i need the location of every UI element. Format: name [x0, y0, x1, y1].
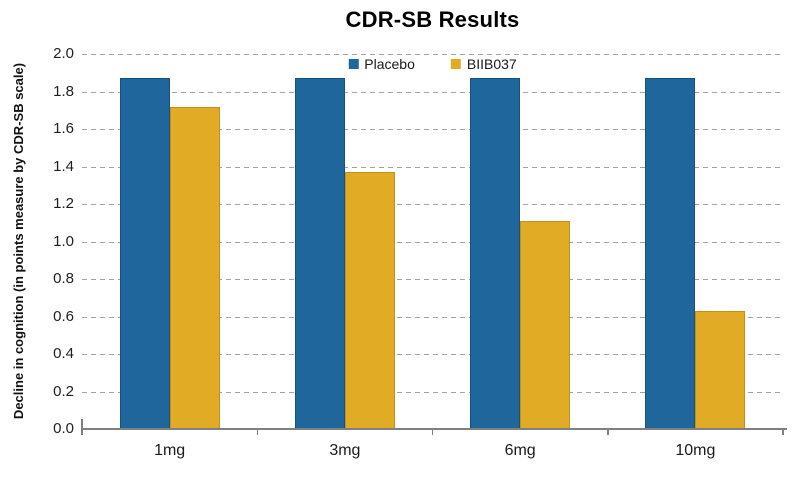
bar-biib037-6mg	[520, 220, 571, 429]
x-axis-tick	[81, 430, 83, 435]
y-tick-label: 1.0	[53, 232, 74, 250]
y-tick-label: 0.8	[53, 270, 74, 287]
x-axis-tick	[431, 430, 434, 435]
y-axis-corner-stub	[81, 419, 83, 428]
x-category-label-10mg: 10mg	[675, 442, 716, 459]
y-tick-label: 1.4	[53, 157, 74, 175]
gridline	[82, 391, 783, 393]
gridline	[82, 54, 783, 55]
bar-placebo-3mg	[294, 78, 345, 429]
gridline	[82, 279, 783, 280]
gridline	[82, 241, 783, 243]
bar-biib037-10mg	[695, 310, 746, 429]
chart-title: CDR-SB Results	[345, 7, 520, 32]
x-axis-line	[81, 428, 787, 430]
y-tick-label: 1.8	[53, 82, 74, 100]
x-axis-tick	[607, 430, 609, 435]
gridline	[82, 129, 783, 130]
legend-swatch-icon	[450, 59, 461, 69]
y-tick-label: 0.4	[53, 345, 74, 362]
x-category-label-6mg: 6mg	[504, 442, 536, 459]
legend-label: Placebo	[364, 56, 415, 72]
bar-placebo-1mg	[119, 78, 170, 429]
gridline	[82, 354, 783, 355]
plot-area: Placebo BIIB037	[82, 54, 783, 429]
bar-placebo-6mg	[470, 78, 521, 429]
y-tick-label: 0.2	[53, 382, 74, 400]
y-tick-label: 1.2	[53, 195, 74, 212]
legend-swatch-icon	[348, 59, 359, 69]
y-tick-label: 0.0	[53, 420, 74, 437]
legend-label: BIIB037	[466, 56, 517, 72]
x-category-label-1mg: 1mg	[154, 442, 186, 459]
x-category-label-3mg: 3mg	[329, 442, 361, 459]
y-tick-label: 0.6	[53, 307, 74, 325]
bar-biib037-1mg	[169, 106, 220, 429]
gridline	[82, 316, 783, 318]
legend-item-biib037: BIIB037	[450, 56, 517, 72]
y-tick-label: 1.6	[53, 120, 74, 137]
legend: Placebo BIIB037	[348, 56, 517, 72]
x-axis-tick	[256, 430, 258, 435]
gridline	[82, 166, 783, 168]
gridline	[82, 204, 783, 205]
bar-biib037-3mg	[344, 172, 395, 429]
gridline	[82, 91, 783, 93]
x-axis-tick	[782, 430, 784, 435]
legend-item-placebo: Placebo	[348, 56, 415, 72]
bar-placebo-10mg	[645, 78, 696, 429]
y-tick-label: 2.0	[53, 45, 74, 62]
